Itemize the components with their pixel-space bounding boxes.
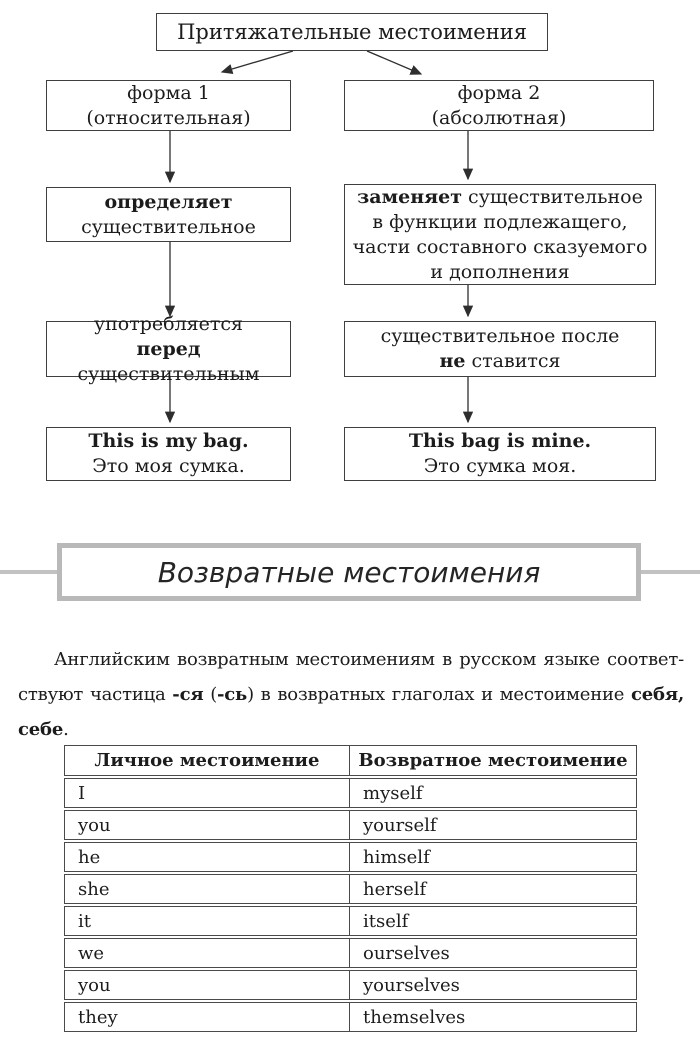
paragraph-sebe-bold: себе [18,719,64,740]
table-cell-reflexive: herself [363,878,427,900]
table-cell-personal: she [65,875,350,903]
arrow-root-to-form2 [366,50,423,75]
node-example-form2-ru: Это сумка моя. [423,455,577,477]
node-determines: определяет существительное [46,187,291,242]
table-cell-personal: I [65,779,350,807]
table-cell-reflexive: himself [363,846,430,868]
node-example-form1-en: This is my bag. [88,430,249,452]
node-form1: форма 1 (относительная) [46,80,291,131]
table-cell-personal: he [65,843,350,871]
table-header-reflexive: Возвратное местоимение [358,750,628,771]
table-cell-personal: you [65,811,350,839]
section-banner: Возвратные местоимения [57,543,641,601]
node-possessive-pronouns: Притяжательные местоимения [156,13,548,51]
table-row: I myself [64,778,637,808]
paragraph-line3-end: . [63,719,69,740]
node-determines-bold: определяет [104,190,233,213]
node-possessive-pronouns-label: Притяжательные местоимения [177,19,527,44]
table-row: they themselves [64,1002,637,1032]
node-form2-line2: (абсолютная) [431,106,567,129]
paragraph-line2-mid1: ( [203,684,218,705]
node-used-before-noun: употребляется перед существительным [46,313,291,385]
paragraph-line1: Английским возвратным местоимениям в рус… [54,649,684,670]
node-noun-not-placed-rest: ставится [465,350,561,372]
reflexive-pronouns-table: Личное местоимение Возвратное местоимени… [64,745,637,1032]
table-row: you yourselves [64,970,637,1000]
section-title: Возвратные местоимения [157,555,541,589]
node-form2-line1: форма 2 [457,81,541,104]
table-cell-reflexive: itself [363,910,409,932]
paragraph-line2-pre: ствуют частица [18,684,173,705]
node-used-before-noun-bold: перед [136,337,201,360]
table-cell-personal: we [65,939,350,967]
arrow-root-to-form1 [220,50,294,75]
node-example-form1-ru: Это моя сумка. [92,455,245,477]
paragraph-line3: себе. [18,712,684,747]
node-replaces-bold: заменяет [357,185,463,208]
node-noun-not-placed-bold: не [439,350,466,372]
table-cell-reflexive: themselves [363,1006,466,1028]
intro-paragraph: Английским возвратным местоимениям в рус… [18,642,684,747]
table-cell-personal: you [65,971,350,999]
node-example-form2: This bag is mine. Это сумка моя. [344,427,656,481]
table-row: he himself [64,842,637,872]
paragraph-sya-bold: -ся [172,684,204,705]
table-cell-personal: they [65,1003,350,1031]
table-row: we ourselves [64,938,637,968]
table-header-row: Личное местоимение Возвратное местоимени… [64,745,637,776]
node-form1-line2: (относительная) [86,106,251,129]
node-noun-not-placed: существительное после не ставится [344,321,656,377]
node-replaces-line3: части составного сказуемого [352,235,648,258]
node-determines-rest: существительное [81,215,256,238]
section-rule-right [641,570,700,574]
table-row: you yourself [64,810,637,840]
paragraph-line2: ствуют частица -ся (-сь) в возвратных гл… [18,677,684,712]
table-cell-reflexive: yourself [363,814,437,836]
paragraph-line2-mid2: ) в возвратных глаголах и местоимение [247,684,632,705]
node-replaces-line2: в функции подлежащего, [372,210,628,233]
node-replaces: заменяет существительное в функции подле… [344,184,656,285]
node-example-form1: This is my bag. Это моя сумка. [46,427,291,481]
node-form1-line1: форма 1 [127,81,210,104]
node-form2: форма 2 (абсолютная) [344,80,654,131]
node-noun-not-placed-line1: существительное после [380,325,620,347]
node-example-form2-en: This bag is mine. [408,430,592,452]
paragraph-sebya-bold: себя, [631,684,685,705]
table-header-personal: Личное местоимение [65,746,350,775]
node-used-before-noun-line1: употребляется [93,312,244,335]
paragraph-s-soft-bold: -сь [217,684,248,705]
table-cell-personal: it [65,907,350,935]
node-replaces-line4: и дополнения [430,260,570,283]
section-rule-left [0,570,57,574]
table-row: it itself [64,906,637,936]
table-row: she herself [64,874,637,904]
table-cell-reflexive: yourselves [363,974,460,996]
node-replaces-line1-rest: существительное [462,185,643,208]
table-cell-reflexive: myself [363,782,423,804]
node-used-before-noun-rest: существительным [77,362,260,385]
table-cell-reflexive: ourselves [363,942,450,964]
